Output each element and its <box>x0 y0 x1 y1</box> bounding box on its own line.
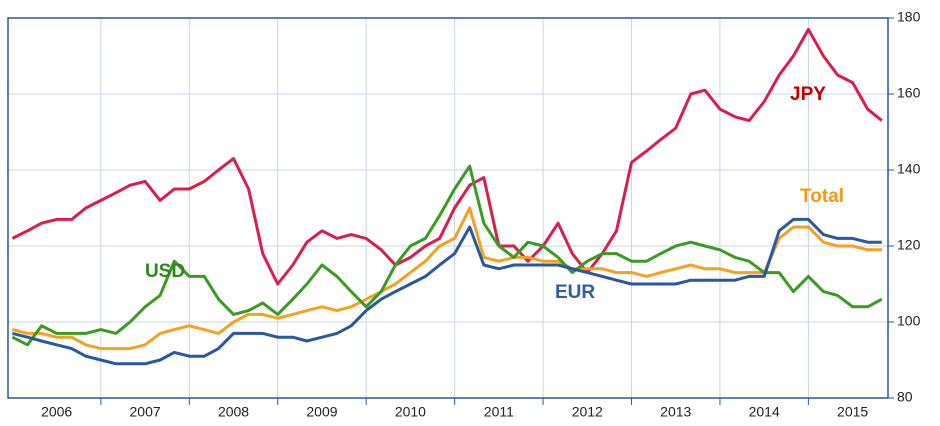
x-tick-label: 2008 <box>218 404 249 420</box>
x-tick-label: 2009 <box>306 404 337 420</box>
series-label: EUR <box>555 282 595 303</box>
series-label: JPY <box>790 84 826 105</box>
series-line <box>11 164 883 347</box>
series-label: Total <box>800 186 844 207</box>
x-tick-label: 2012 <box>572 404 603 420</box>
y-tick-label: 100 <box>897 313 921 329</box>
series-line <box>12 217 882 366</box>
y-tick-label: 160 <box>897 85 921 101</box>
x-tick-label: 2015 <box>837 404 868 420</box>
x-tick-label: 2006 <box>41 404 72 420</box>
x-tick-label: 2013 <box>660 404 691 420</box>
y-tick-label: 180 <box>897 9 921 25</box>
series-label: USD <box>145 261 185 282</box>
x-tick-label: 2011 <box>484 404 514 420</box>
y-tick-label: 80 <box>897 389 913 405</box>
series-line <box>12 206 882 351</box>
x-tick-label: 2007 <box>130 404 161 420</box>
x-tick-label: 2010 <box>395 404 426 420</box>
x-tick-label: 2014 <box>749 404 780 420</box>
y-tick-label: 120 <box>897 237 921 253</box>
plot-frame <box>7 17 889 399</box>
series-line <box>11 27 883 286</box>
y-tick-label: 140 <box>897 161 921 177</box>
